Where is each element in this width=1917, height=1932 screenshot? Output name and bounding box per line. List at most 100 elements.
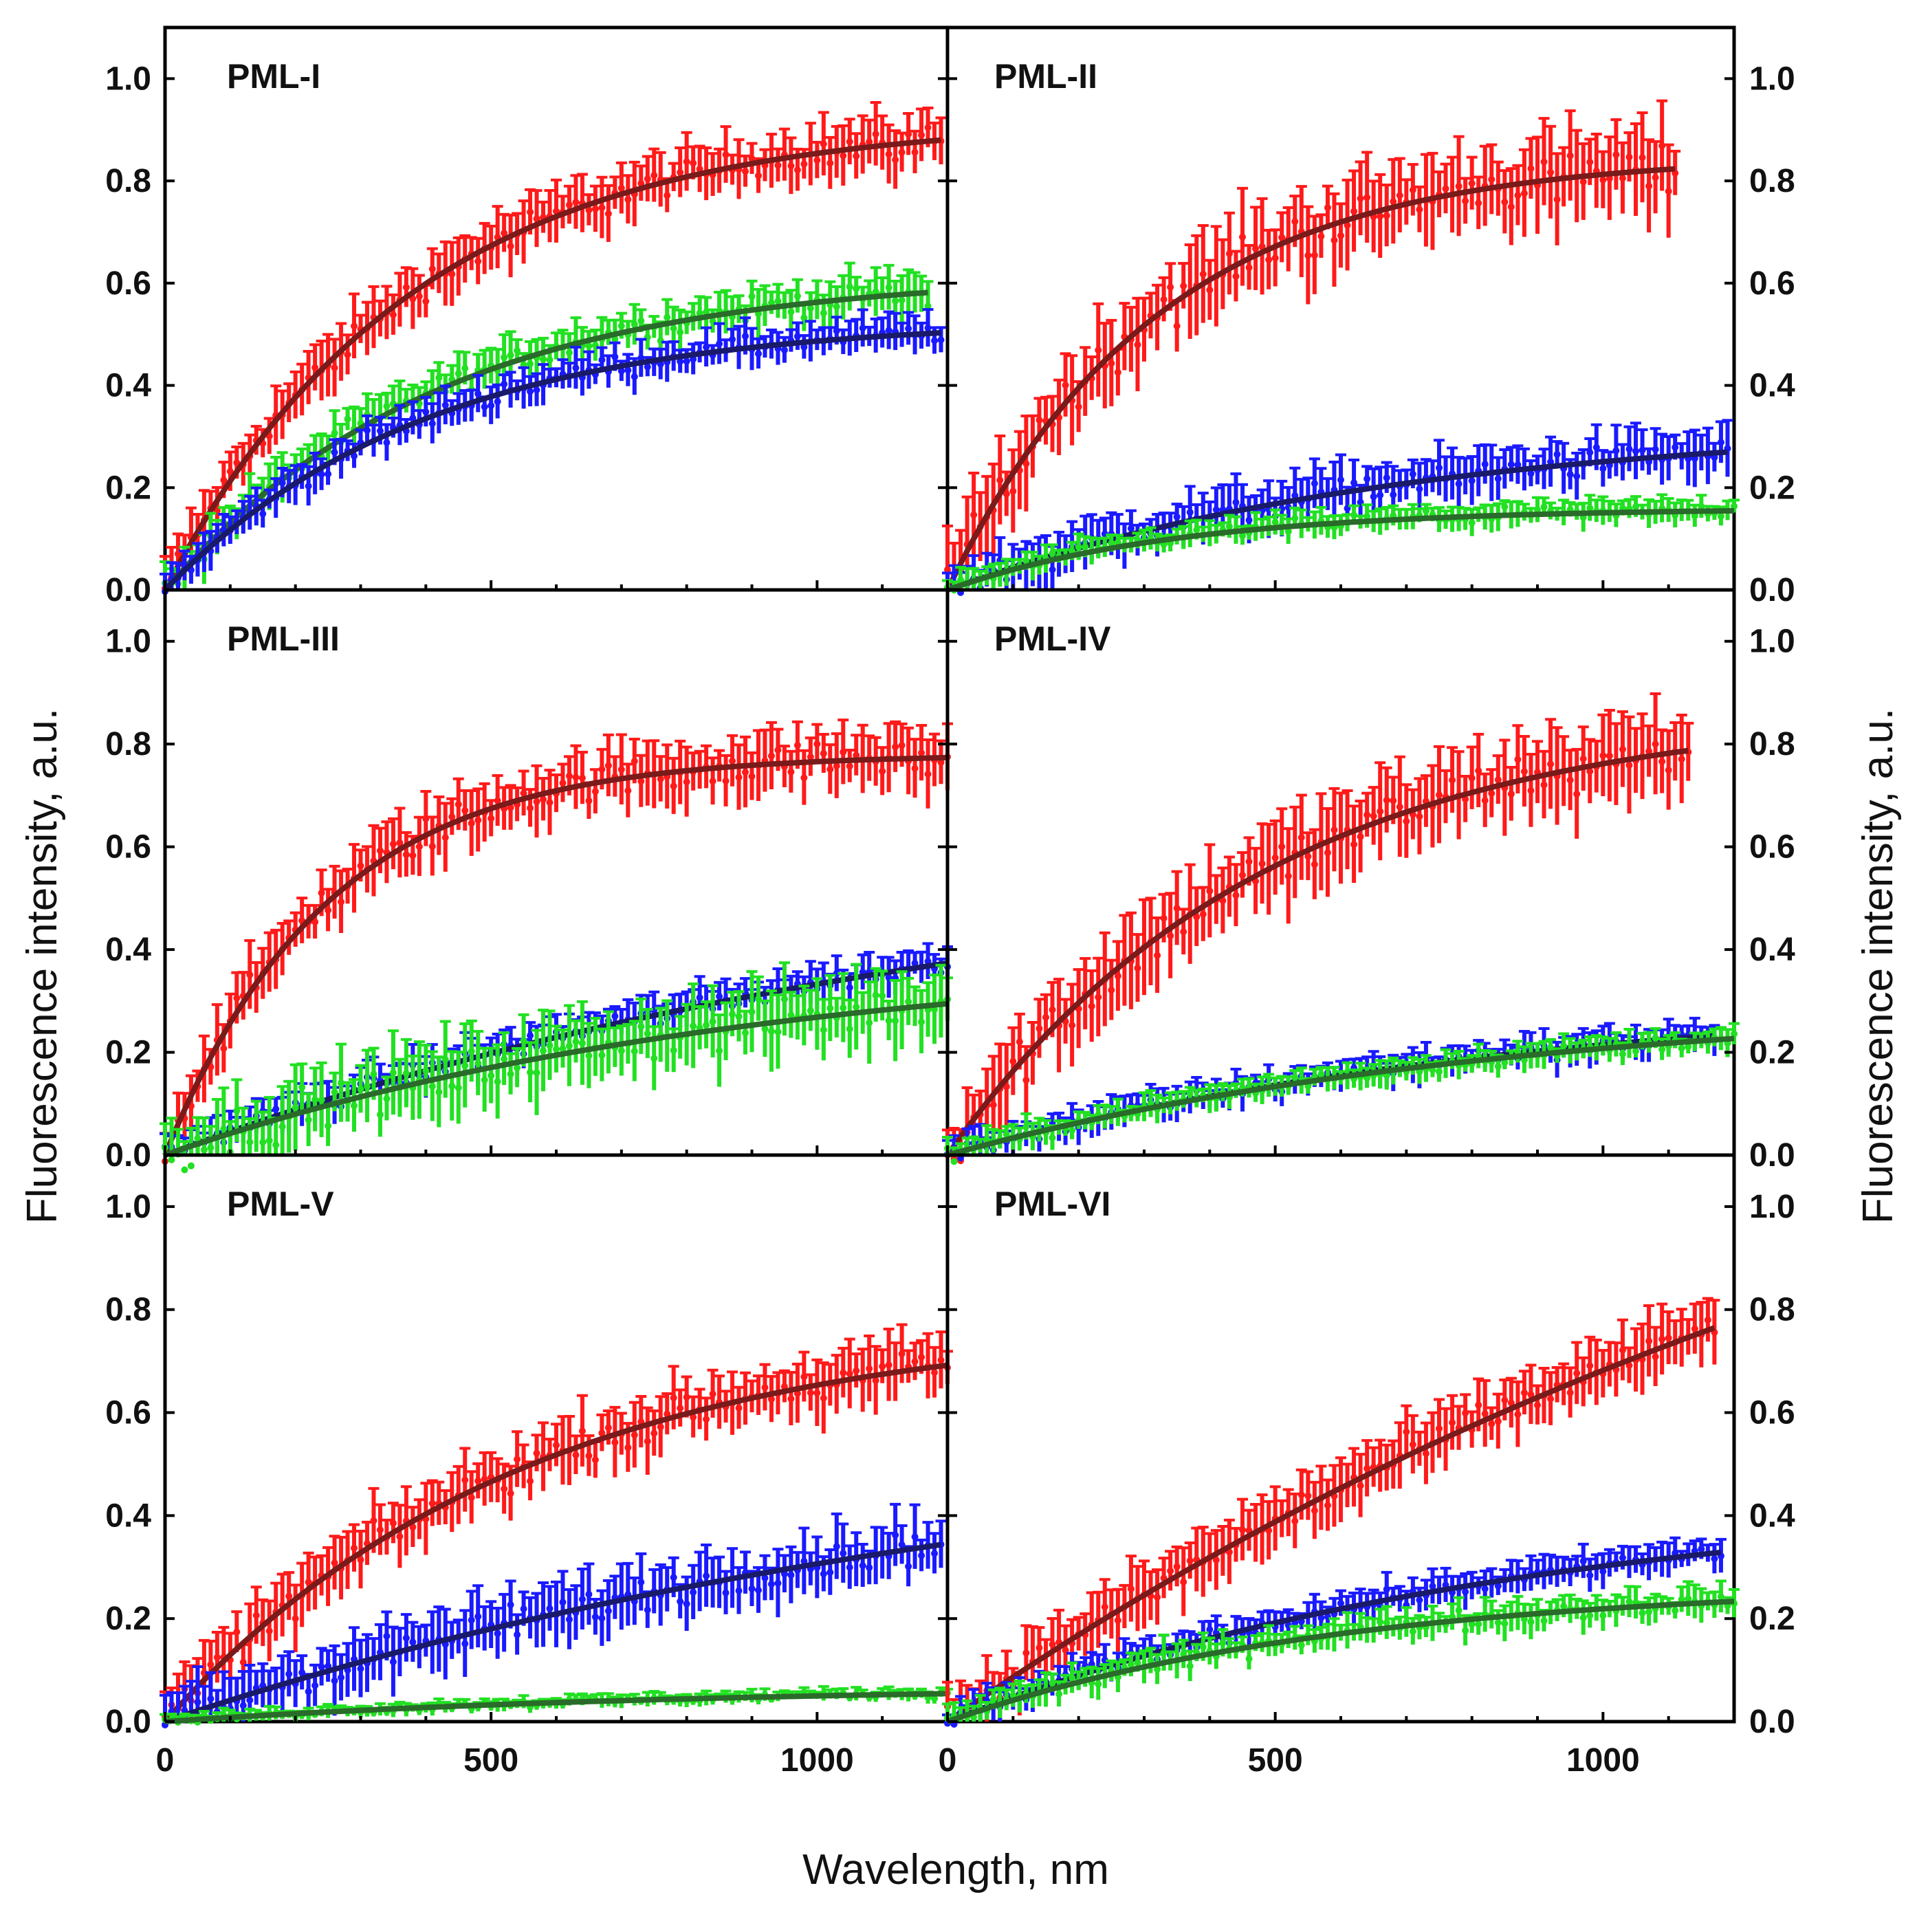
data-point: [527, 1069, 534, 1076]
data-point: [1469, 519, 1476, 526]
data-point: [1501, 199, 1508, 206]
data-point: [886, 151, 892, 157]
data-point: [1049, 566, 1056, 573]
data-point: [188, 1163, 195, 1170]
data-point: [1200, 911, 1207, 918]
data-point: [1246, 517, 1253, 524]
data-point: [305, 1688, 312, 1695]
data-point: [787, 769, 794, 776]
data-point: [1678, 1045, 1685, 1052]
data-point: [1456, 481, 1463, 487]
data-point: [494, 1630, 501, 1637]
data-point: [1718, 513, 1724, 520]
data-point: [266, 1627, 273, 1634]
y-tick-label: 0.8: [1749, 163, 1795, 199]
data-point: [846, 283, 853, 290]
data-point: [1291, 515, 1298, 522]
data-point: [1665, 188, 1672, 195]
data-point: [311, 1096, 318, 1103]
data-point: [690, 160, 697, 166]
data-point: [540, 1047, 547, 1054]
data-point: [585, 1452, 592, 1459]
data-point: [1488, 176, 1495, 183]
data-point: [755, 173, 762, 179]
y-tick-label: 1.0: [105, 624, 151, 660]
data-point: [461, 1640, 468, 1647]
data-point: [403, 1070, 410, 1077]
data-point: [553, 1442, 560, 1449]
data-point: [390, 1069, 397, 1076]
data-point: [846, 1026, 853, 1033]
data-point: [566, 1616, 573, 1623]
data-point: [813, 740, 820, 747]
y-tick-label: 0.4: [105, 368, 151, 404]
data-point: [1291, 1074, 1298, 1081]
data-point: [481, 404, 488, 410]
data-point: [579, 1040, 586, 1046]
data-point: [1370, 813, 1377, 820]
data-point: [1645, 183, 1652, 190]
data-point: [846, 1370, 853, 1377]
data-point: [488, 1072, 494, 1079]
data-point: [358, 1665, 364, 1672]
data-point: [605, 210, 612, 217]
data-point: [1357, 195, 1364, 202]
data-point: [1278, 843, 1285, 850]
data-point: [1337, 476, 1344, 483]
data-point: [800, 161, 807, 168]
data-point: [259, 510, 266, 517]
y-tick-label: 0.2: [1749, 1035, 1795, 1071]
data-point: [1069, 1127, 1075, 1134]
data-point: [677, 329, 683, 336]
series-0: [942, 694, 1694, 1164]
data-point: [840, 152, 846, 159]
data-point: [846, 762, 853, 769]
data-point: [886, 1018, 892, 1024]
data-point: [1246, 858, 1253, 865]
y-tick-label: 0.0: [105, 1137, 151, 1174]
data-point: [990, 1101, 997, 1108]
data-point: [1377, 808, 1383, 815]
data-point: [409, 1638, 416, 1645]
data-point: [697, 994, 703, 1001]
y-tick-label: 0.8: [1749, 726, 1795, 762]
data-point: [351, 1102, 358, 1109]
data-point: [377, 847, 384, 854]
data-point: [912, 149, 919, 155]
data-point: [1069, 1022, 1075, 1029]
y-tick-label: 1.0: [1749, 624, 1795, 660]
data-point: [840, 1370, 846, 1376]
data-point: [527, 804, 534, 811]
data-point: [1410, 471, 1416, 478]
data-point: [1443, 185, 1449, 192]
data-point: [442, 402, 449, 408]
data-point: [1508, 204, 1515, 210]
data-point: [507, 351, 514, 358]
data-point: [1541, 158, 1548, 165]
data-point: [390, 1519, 397, 1526]
data-point: [1337, 232, 1344, 239]
data-point: [1469, 775, 1476, 782]
data-point: [474, 817, 481, 824]
data-point: [527, 208, 534, 215]
data-point: [390, 311, 397, 318]
data-point: [866, 1020, 873, 1027]
data-point: [298, 1084, 305, 1090]
data-point: [468, 1048, 475, 1055]
data-point: [794, 742, 801, 749]
data-point: [1108, 987, 1115, 994]
data-point: [585, 1053, 592, 1060]
y-tick-label: 0.2: [105, 470, 151, 506]
data-point: [527, 360, 534, 367]
data-point: [547, 1042, 554, 1049]
data-point: [1350, 208, 1357, 215]
data-point: [534, 798, 540, 805]
data-point: [774, 298, 781, 305]
data-point: [1599, 752, 1606, 759]
data-point: [899, 742, 906, 749]
data-point: [1554, 451, 1561, 458]
data-point: [1108, 360, 1115, 366]
data-point: [892, 1018, 899, 1024]
data-point: [461, 365, 468, 372]
data-point: [1599, 465, 1606, 472]
